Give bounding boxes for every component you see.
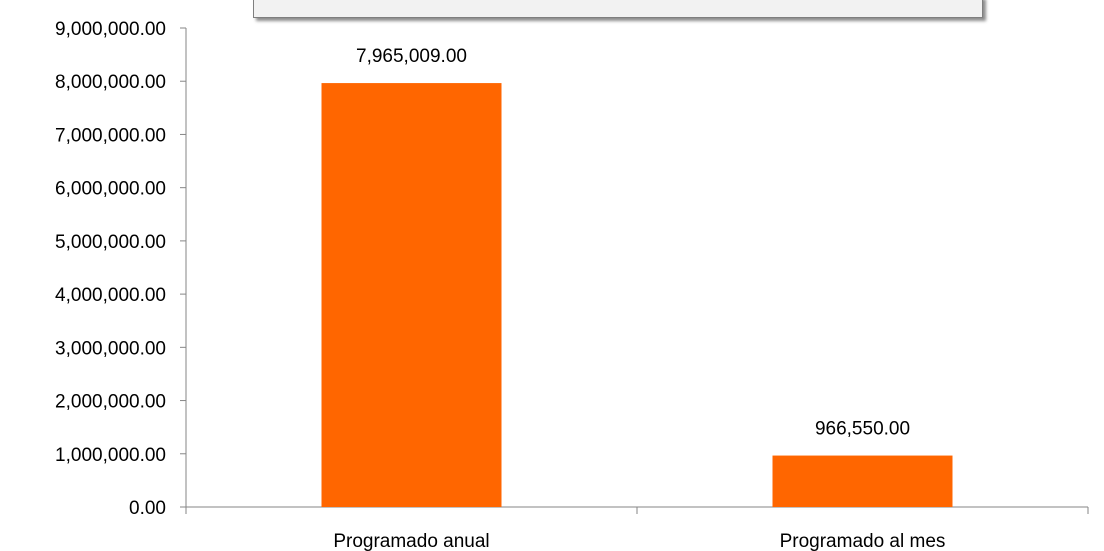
x-category-label: Programado al mes [780, 531, 946, 551]
y-tick-label: 3,000,000.00 [55, 338, 166, 359]
y-tick-label: 7,000,000.00 [55, 125, 166, 146]
y-tick-label: 2,000,000.00 [55, 392, 166, 413]
y-tick-label: 9,000,000.00 [55, 19, 166, 40]
y-tick-label: 8,000,000.00 [55, 72, 166, 93]
chart-labels: 0.00 1,000,000.00 2,000,000.00 3,000,000.00… [55, 19, 945, 551]
x-category-label: Programado anual [333, 531, 489, 551]
title-box [253, 0, 983, 18]
y-tick-label: 6,000,000.00 [55, 179, 166, 200]
data-label: 966,550.00 [815, 419, 910, 440]
chart-axes [180, 27, 1089, 514]
bar [772, 455, 953, 507]
y-tick-label: 5,000,000.00 [55, 232, 166, 253]
y-tick-label: 0.00 [129, 498, 166, 519]
y-tick-label: 4,000,000.00 [55, 285, 166, 306]
y-tick-label: 1,000,000.00 [55, 445, 166, 466]
data-label: 7,965,009.00 [356, 46, 467, 67]
bar [321, 83, 502, 507]
chart-bars [321, 83, 953, 507]
